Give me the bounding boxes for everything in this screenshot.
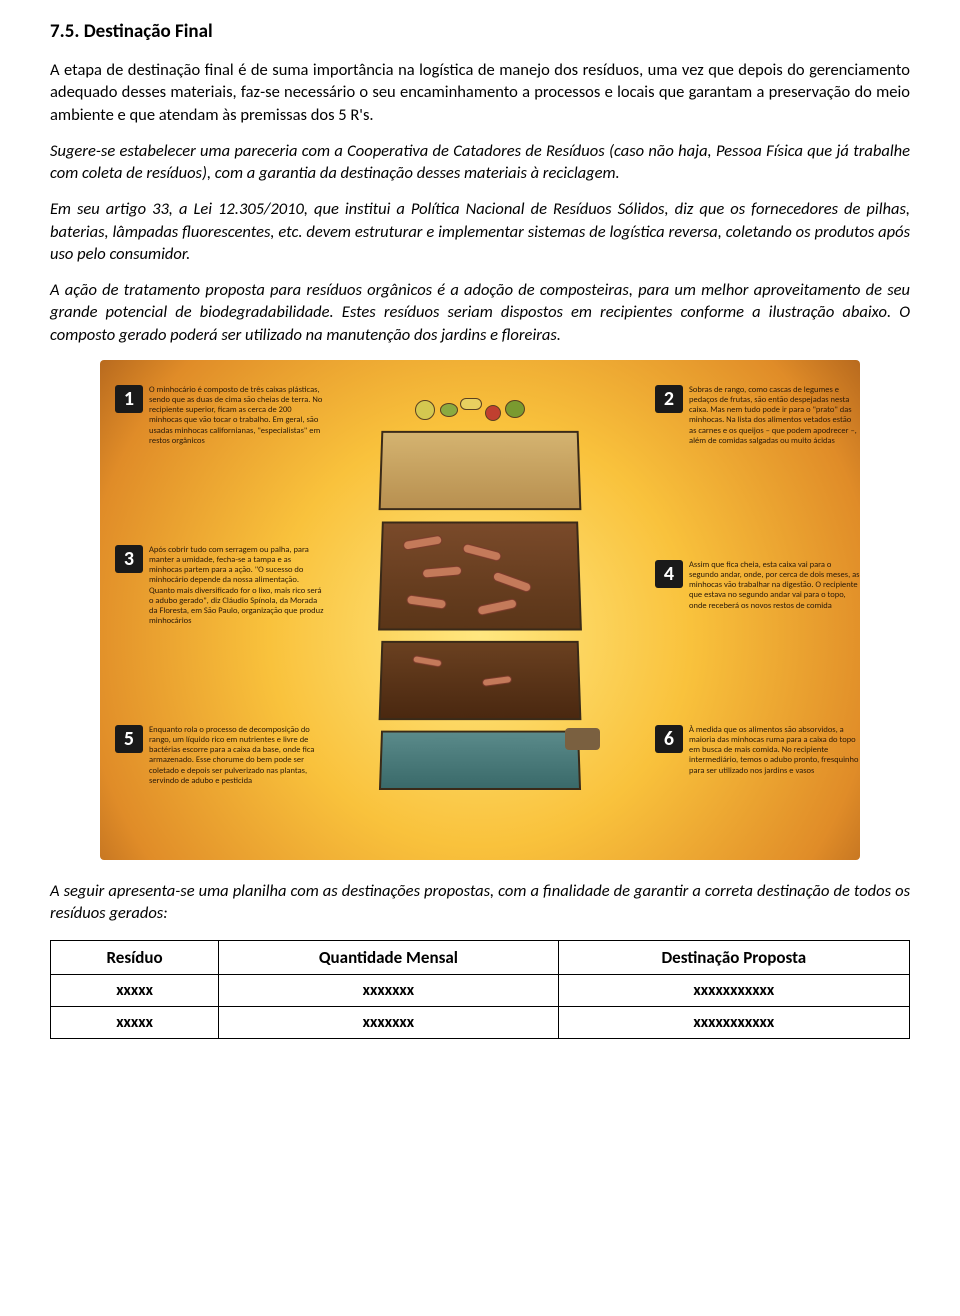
table-cell: xxxxxxxxxxx	[558, 1007, 909, 1039]
table-row: xxxxx xxxxxxx xxxxxxxxxxx	[51, 975, 910, 1007]
step-text: Sobras de rango, como cascas de legumes …	[689, 385, 860, 446]
table-header: Resíduo	[51, 941, 219, 975]
section-title: 7.5. Destinação Final	[50, 20, 910, 43]
paragraph-4: A ação de tratamento proposta para resíd…	[50, 279, 910, 346]
table-cell: xxxxxxx	[219, 975, 559, 1007]
paragraph-3: Em seu artigo 33, a Lei 12.305/2010, que…	[50, 198, 910, 265]
step-number: 6	[655, 725, 683, 753]
infographic-step-1: 1 O minhocário é composto de três caixas…	[115, 385, 324, 446]
table-cell: xxxxxxxxxxx	[558, 975, 909, 1007]
paragraph-2: Sugere-se estabelecer uma pareceria com …	[50, 140, 910, 185]
table-header-row: Resíduo Quantidade Mensal Destinação Pro…	[51, 941, 910, 975]
infographic-step-4: 4 Assim que fica cheia, esta caixa vai p…	[655, 560, 860, 611]
table-intro: A seguir apresenta-se uma planilha com a…	[50, 880, 910, 925]
liquid-box-icon	[379, 731, 581, 790]
table-cell: xxxxxxx	[219, 1007, 559, 1039]
infographic-step-5: 5 Enquanto rola o processo de decomposiç…	[115, 725, 324, 786]
step-number: 5	[115, 725, 143, 753]
table-cell: xxxxx	[51, 975, 219, 1007]
infographic-step-2: 2 Sobras de rango, como cascas de legume…	[655, 385, 860, 446]
worm-box-icon	[378, 521, 582, 630]
step-number: 1	[115, 385, 143, 413]
infographic-step-3: 3 Após cobrir tudo com serragem ou palha…	[115, 545, 324, 627]
top-box-icon	[379, 431, 582, 510]
compost-boxes-diagram	[365, 420, 595, 800]
table-row: xxxxx xxxxxxx xxxxxxxxxxx	[51, 1007, 910, 1039]
destination-table: Resíduo Quantidade Mensal Destinação Pro…	[50, 940, 910, 1039]
step-number: 3	[115, 545, 143, 573]
infographic-step-6: 6 À medida que os alimentos são absorvid…	[655, 725, 860, 776]
soil-box-icon	[379, 641, 582, 720]
step-text: À medida que os alimentos são absorvidos…	[689, 725, 860, 776]
tap-icon	[565, 728, 600, 750]
step-text: Assim que fica cheia, esta caixa vai par…	[689, 560, 860, 611]
compost-infographic: 1 O minhocário é composto de três caixas…	[100, 360, 860, 860]
step-text: Enquanto rola o processo de decomposição…	[149, 725, 324, 786]
step-number: 2	[655, 385, 683, 413]
food-scraps-icon	[405, 395, 545, 430]
table-header: Quantidade Mensal	[219, 941, 559, 975]
step-number: 4	[655, 560, 683, 588]
paragraph-1: A etapa de destinação final é de suma im…	[50, 59, 910, 126]
step-text: Após cobrir tudo com serragem ou palha, …	[149, 545, 324, 627]
step-text: O minhocário é composto de três caixas p…	[149, 385, 324, 446]
table-cell: xxxxx	[51, 1007, 219, 1039]
table-header: Destinação Proposta	[558, 941, 909, 975]
